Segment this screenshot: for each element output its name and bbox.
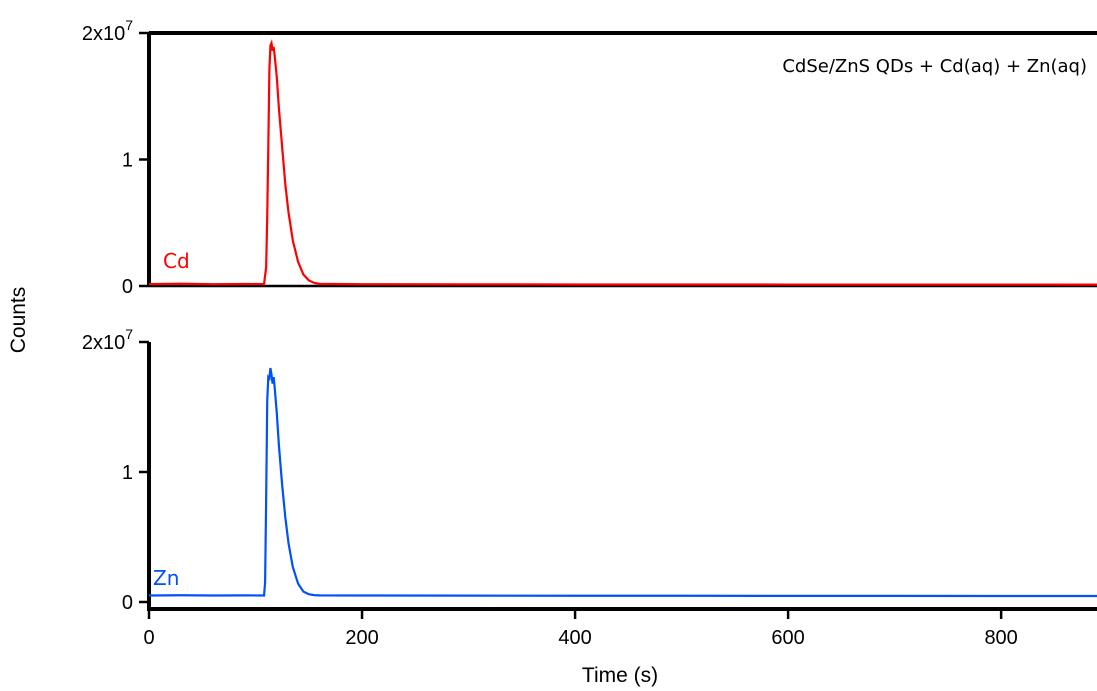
zn-y-tick-label: 2x107 [82,326,133,354]
cd-y-tick-label: 0 [122,276,133,298]
x-tick-label: 0 [143,627,154,649]
cd-panel-y-ticks: 0 1 2x107 [82,17,149,298]
cd-panel: 0 1 2x107 Cd CdSe/ZnS QDs + Cd(aq) + Zn(aq… [82,17,1097,298]
chart-annotation: CdSe/ZnS QDs + Cd(aq) + Zn(aq) [782,56,1087,77]
x-tick-label: 400 [558,627,591,649]
zn-y-tick-label: 1 [122,462,133,484]
x-tick-label: 800 [984,627,1017,649]
zn-y-tick-label: 0 [122,592,133,614]
x-tick-label: 600 [771,627,804,649]
y-axis-title: Counts [7,287,30,354]
x-axis-ticks: 0 200 400 600 800 [143,609,1018,649]
cd-series-line [148,39,1097,286]
cd-y-tick-label: 1 [122,150,133,172]
zn-panel: 0 1 2x107 0 200 400 600 800 Zn [82,326,1097,649]
x-tick-label: 200 [345,627,378,649]
cd-series-label: Cd [163,249,190,273]
x-axis-title: Time (s) [582,664,658,687]
cd-y-tick-label: 2x107 [82,17,133,45]
zn-panel-y-ticks: 0 1 2x107 [82,326,149,614]
zn-series-label: Zn [153,566,179,590]
zn-series-line [148,367,1097,598]
